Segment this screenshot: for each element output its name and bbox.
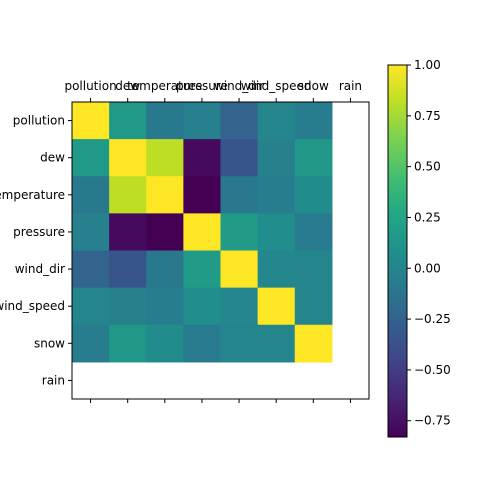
x-tick-label: rain [339, 79, 362, 93]
x-tick-label: pressure [176, 79, 228, 93]
heatmap-cell-wind_dir-wind_dir [220, 250, 259, 289]
x-tick-label: dew [115, 79, 140, 93]
x-tick-label: snow [298, 79, 329, 93]
heatmap-cell-snow-pressure [183, 324, 222, 363]
y-tick-label: pollution [13, 114, 65, 128]
heatmap-cell-dew-pressure [183, 139, 222, 177]
x-tick-label: wind_speed [241, 79, 312, 93]
heatmap-cell-dew-pollution [72, 139, 110, 177]
heatmap-frame [71, 101, 370, 400]
x-tick-label: temperature [127, 79, 202, 93]
x-axis-ticks: pollutiondewtemperaturepressurewind_dirw… [64, 79, 362, 403]
colorbar-tick-label: 1.00 [414, 58, 441, 72]
heatmap-cell-pollution-wind_speed [257, 102, 296, 140]
heatmap-cell-snow-snow [294, 324, 333, 363]
heatmap-cell-temperature-pressure [183, 176, 222, 214]
heatmap-cell-temperature-wind_dir [220, 176, 259, 214]
heatmap-cell-dew-temperature [146, 139, 184, 177]
heatmap-cell-wind_speed-pollution [72, 287, 110, 326]
heatmap-cell-snow-wind_dir [220, 324, 259, 363]
y-tick-label: pressure [13, 225, 65, 239]
heatmap-cell-snow-dew [109, 324, 147, 363]
colorbar-tick-label: 0.25 [414, 210, 441, 224]
heatmap-cell-wind_dir-snow [294, 250, 333, 289]
colorbar-ticks: 1.00 0.75 0.50 0.25 0.00 −0.25 −0.50 −0.75 [407, 58, 451, 428]
heatmap-cell-wind_dir-dew [109, 250, 147, 289]
heatmap-cell-temperature-snow [294, 176, 333, 214]
heatmap-cell-pressure-snow [294, 213, 333, 252]
heatmap-cell-wind_dir-wind_speed [257, 250, 296, 289]
heatmap-cell-temperature-temperature [146, 176, 184, 214]
heatmap-cell-pollution-wind_dir [220, 102, 259, 140]
heatmap-cell-pollution-pressure [183, 102, 222, 140]
x-tick-label: wind_dir [214, 79, 264, 93]
colorbar-tick-label: −0.75 [414, 414, 451, 428]
heatmap-cell-wind_speed-snow [294, 287, 333, 326]
heatmap-cell-wind_speed-wind_dir [220, 287, 259, 326]
y-tick-label: temperature [0, 188, 65, 202]
colorbar-tick-label: 0.50 [414, 160, 441, 174]
heatmap-cell-dew-wind_speed [257, 139, 296, 177]
heatmap-cell-wind_dir-pollution [72, 250, 110, 289]
colorbar [387, 64, 408, 438]
heatmap-cell-wind_speed-temperature [146, 287, 184, 326]
heatmap-cell-pressure-wind_speed [257, 213, 296, 252]
heatmap-cell-temperature-wind_speed [257, 176, 296, 214]
heatmap-cell-pressure-pressure [183, 213, 222, 252]
heatmap-cell-wind_speed-dew [109, 287, 147, 326]
heatmap-cell-snow-pollution [72, 324, 110, 363]
y-tick-label: rain [42, 373, 65, 387]
x-tick-label: pollution [64, 79, 116, 93]
colorbar-tick-label: 0.00 [414, 261, 441, 275]
y-tick-label: dew [40, 151, 65, 165]
heatmap-cell-wind_dir-pressure [183, 250, 222, 289]
heatmap-cell-pressure-dew [109, 213, 147, 252]
heatmap-cell-wind_dir-temperature [146, 250, 184, 289]
heatmap-cell-dew-snow [294, 139, 333, 177]
heatmap-cell-temperature-pollution [72, 176, 110, 214]
heatmap-cells [72, 102, 333, 363]
heatmap-cell-dew-wind_dir [220, 139, 259, 177]
colorbar-tick-label: −0.50 [414, 363, 451, 377]
heatmap-cell-pressure-temperature [146, 213, 184, 252]
y-tick-label: wind_speed [0, 299, 65, 313]
heatmap-cell-wind_speed-wind_speed [257, 287, 296, 326]
heatmap-cell-pressure-wind_dir [220, 213, 259, 252]
heatmap-cell-temperature-dew [109, 176, 147, 214]
heatmap-cell-pollution-pollution [72, 102, 110, 140]
heatmap-cell-pollution-temperature [146, 102, 184, 140]
y-tick-label: wind_dir [15, 262, 65, 276]
y-tick-label: snow [34, 336, 65, 350]
heatmap-cell-pressure-pollution [72, 213, 110, 252]
colorbar-tick-label: 0.75 [414, 109, 441, 123]
heatmap-cell-snow-temperature [146, 324, 184, 363]
heatmap-cell-snow-wind_speed [257, 324, 296, 363]
heatmap-cell-wind_speed-pressure [183, 287, 222, 326]
y-axis-ticks: pollution dew temperature pressure wind_dirw… [0, 114, 72, 387]
colorbar-tick-label: −0.25 [414, 312, 451, 326]
heatmap-cell-pollution-dew [109, 102, 147, 140]
heatmap-cell-pollution-snow [294, 102, 333, 140]
heatmap-cell-dew-dew [109, 139, 147, 177]
